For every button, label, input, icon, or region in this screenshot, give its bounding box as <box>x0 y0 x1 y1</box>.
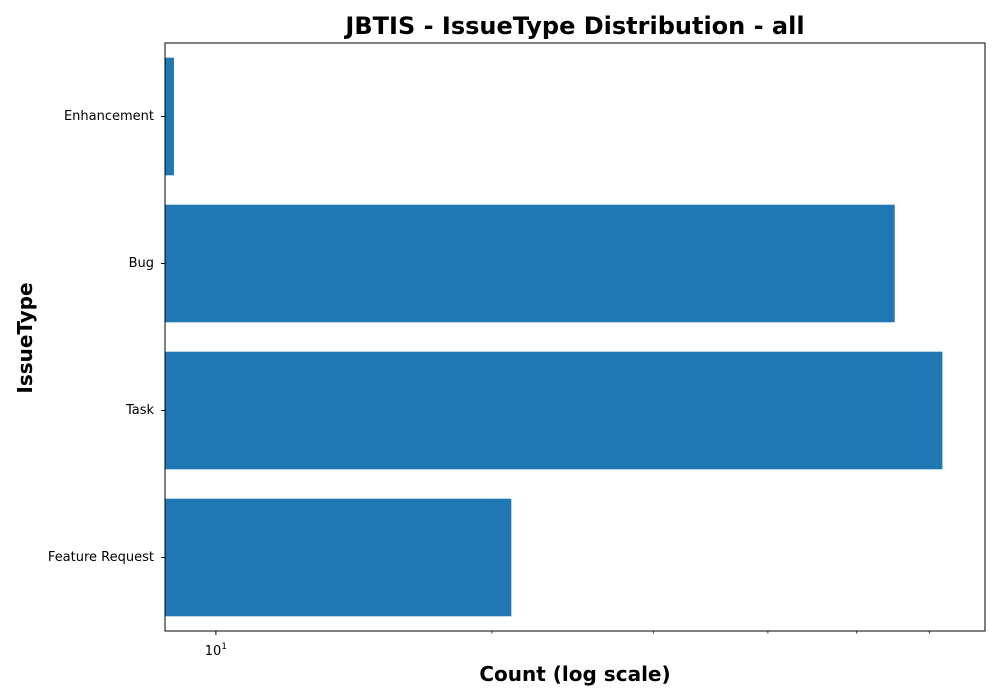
y-axis-label: IssueType <box>13 282 37 393</box>
x-axis-label: Count (log scale) <box>479 662 670 686</box>
y-axis: Enhancement Bug Task Feature Request <box>48 109 165 565</box>
bar-task <box>165 351 943 470</box>
y-tick-label-bug: Bug <box>129 256 154 271</box>
bar-enhancement <box>165 57 174 176</box>
x-tick-exponent: 1 <box>221 642 227 652</box>
chart-title: JBTIS - IssueType Distribution - all <box>343 12 804 40</box>
y-tick-label-feature-request: Feature Request <box>48 550 154 565</box>
y-tick-label-enhancement: Enhancement <box>64 109 154 124</box>
bar-bug <box>165 204 895 323</box>
bar-feature-request <box>165 498 512 617</box>
x-axis: 101 <box>205 631 930 659</box>
bars-layer <box>165 57 943 617</box>
plot-frame <box>164 42 986 632</box>
y-tick-label-task: Task <box>125 403 155 418</box>
x-tick-base: 10 <box>205 644 222 659</box>
x-tick-label-10: 101 <box>205 642 227 659</box>
